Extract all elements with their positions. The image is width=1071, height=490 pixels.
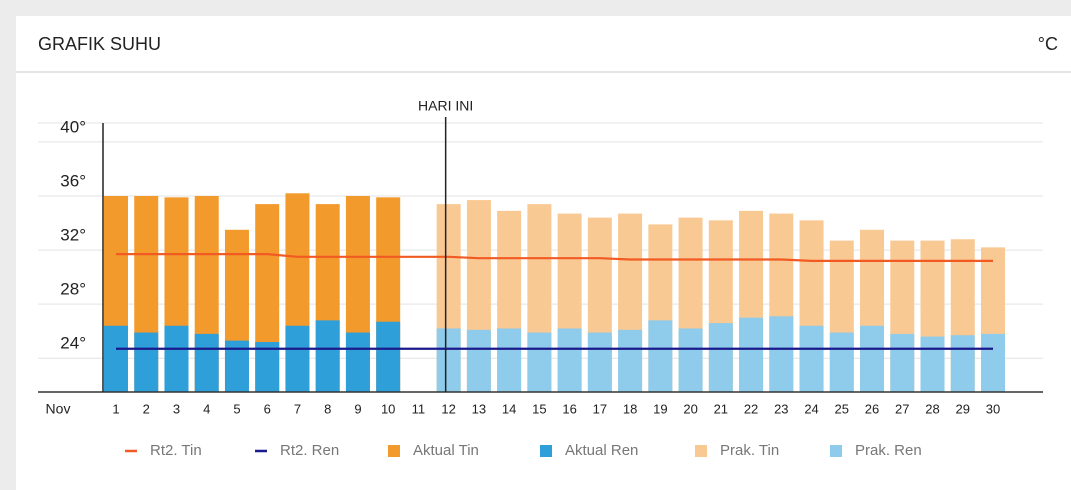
legend-swatch bbox=[830, 445, 842, 457]
x-tick-label: 14 bbox=[502, 401, 516, 416]
x-tick-label: 29 bbox=[956, 401, 970, 416]
x-tick-label: 10 bbox=[381, 401, 395, 416]
y-tick-label: 40° bbox=[60, 117, 86, 136]
bar bbox=[376, 321, 401, 392]
bars bbox=[104, 193, 1005, 392]
x-tick-label: 3 bbox=[173, 401, 180, 416]
x-tick-label: 30 bbox=[986, 401, 1000, 416]
legend: Rt2. Tin Rt2. Ren Aktual Tin Aktual Ren Prak… bbox=[125, 442, 922, 459]
bar bbox=[315, 320, 340, 392]
bar bbox=[587, 332, 612, 392]
line bbox=[116, 253, 993, 262]
x-tick-label: 22 bbox=[744, 401, 758, 416]
x-tick-label: 17 bbox=[593, 401, 607, 416]
bar bbox=[890, 333, 915, 392]
x-tick-label: 19 bbox=[653, 401, 667, 416]
x-tick-label: 5 bbox=[233, 401, 240, 416]
x-tick-label: 18 bbox=[623, 401, 637, 416]
x-tick-label: 12 bbox=[441, 401, 455, 416]
x-tick-label: 9 bbox=[354, 401, 361, 416]
bar bbox=[739, 317, 764, 392]
bar bbox=[436, 328, 461, 392]
x-tick-label: 25 bbox=[835, 401, 849, 416]
bar bbox=[255, 341, 280, 392]
x-tick-label: 23 bbox=[774, 401, 788, 416]
bar bbox=[557, 328, 582, 392]
bar bbox=[829, 332, 854, 392]
x-tick-label: 1 bbox=[112, 401, 119, 416]
legend-label: Rt2. Tin bbox=[150, 442, 202, 459]
x-tick-label: 21 bbox=[714, 401, 728, 416]
legend-label: Aktual Tin bbox=[413, 442, 479, 459]
bar bbox=[618, 329, 643, 392]
bar bbox=[134, 332, 159, 392]
legend-swatch bbox=[388, 445, 400, 457]
y-tick-label: 32° bbox=[60, 226, 86, 245]
y-tick-label: 36° bbox=[60, 171, 86, 190]
x-tick-label: 15 bbox=[532, 401, 546, 416]
bar bbox=[708, 323, 733, 392]
bar bbox=[104, 325, 128, 392]
bar bbox=[345, 332, 370, 392]
x-tick-label: 2 bbox=[143, 401, 150, 416]
bar bbox=[678, 328, 703, 392]
bar bbox=[950, 335, 975, 392]
bar bbox=[466, 329, 491, 392]
x-tick-label: 16 bbox=[562, 401, 576, 416]
x-tick-label: 26 bbox=[865, 401, 879, 416]
x-tick-label: 6 bbox=[264, 401, 271, 416]
bar bbox=[194, 333, 219, 392]
x-tick-label: 13 bbox=[472, 401, 486, 416]
bar bbox=[920, 336, 945, 392]
legend-label: Prak. Tin bbox=[720, 442, 779, 459]
bar bbox=[981, 333, 1005, 392]
y-tick-label: 28° bbox=[60, 280, 86, 299]
x-tick-label: 11 bbox=[412, 401, 426, 416]
x-tick-label: 20 bbox=[683, 401, 697, 416]
x-tick-label: 24 bbox=[804, 401, 818, 416]
bar bbox=[648, 320, 673, 392]
y-tick-label: 24° bbox=[60, 334, 86, 353]
bar bbox=[769, 316, 794, 392]
legend-swatch bbox=[540, 445, 552, 457]
legend-label: Aktual Ren bbox=[565, 442, 638, 459]
bar bbox=[164, 325, 189, 392]
x-tick-label: 8 bbox=[324, 401, 331, 416]
annotation: HARI INI bbox=[418, 98, 473, 114]
x-tick-label: 7 bbox=[294, 401, 301, 416]
legend-swatch bbox=[695, 445, 707, 457]
bar bbox=[285, 325, 310, 392]
lines bbox=[116, 253, 993, 350]
bar bbox=[860, 325, 885, 392]
x-tick-label: 4 bbox=[203, 401, 210, 416]
axes: 24°28°32°36°40°1 2 3 4 5 6 7 8 9 10 11 12 13 14 15 16 17… bbox=[38, 98, 1043, 417]
bar bbox=[497, 328, 522, 392]
legend-label: Prak. Ren bbox=[855, 442, 922, 459]
x-tick-label: 27 bbox=[895, 401, 909, 416]
bar bbox=[799, 325, 824, 392]
bar bbox=[527, 332, 552, 392]
x-tick-label: 28 bbox=[925, 401, 939, 416]
card-title: GRAFIK SUHU bbox=[38, 34, 161, 54]
legend-label: Rt2. Ren bbox=[280, 442, 339, 459]
x-axis-label: Nov bbox=[46, 401, 71, 417]
unit-label: °C bbox=[1038, 34, 1058, 54]
